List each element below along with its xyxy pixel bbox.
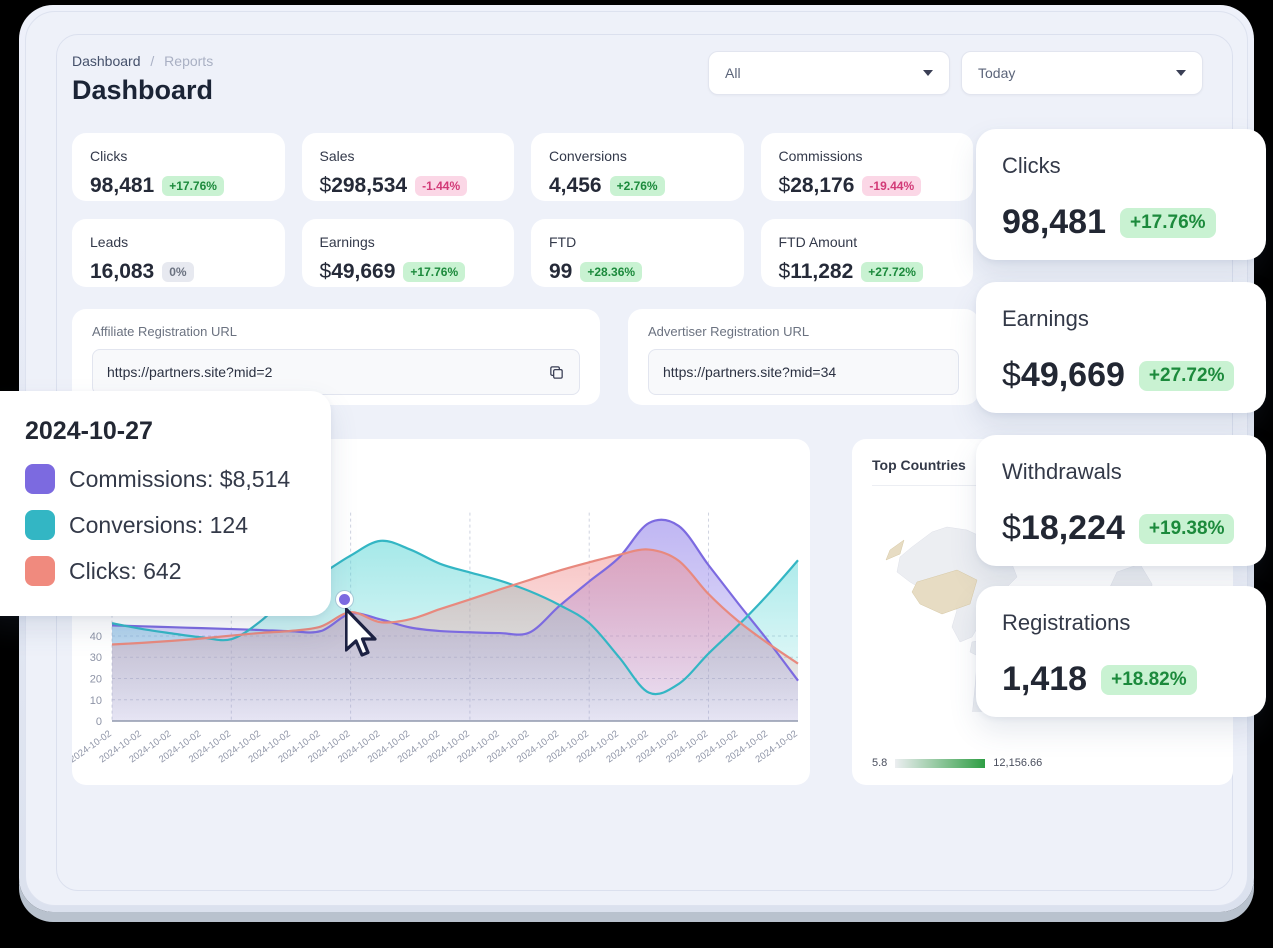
svg-text:10: 10 (90, 695, 102, 707)
svg-text:30: 30 (90, 652, 102, 664)
svg-text:0: 0 (96, 716, 102, 728)
svg-text:40: 40 (90, 631, 102, 643)
svg-text:20: 20 (90, 674, 102, 686)
